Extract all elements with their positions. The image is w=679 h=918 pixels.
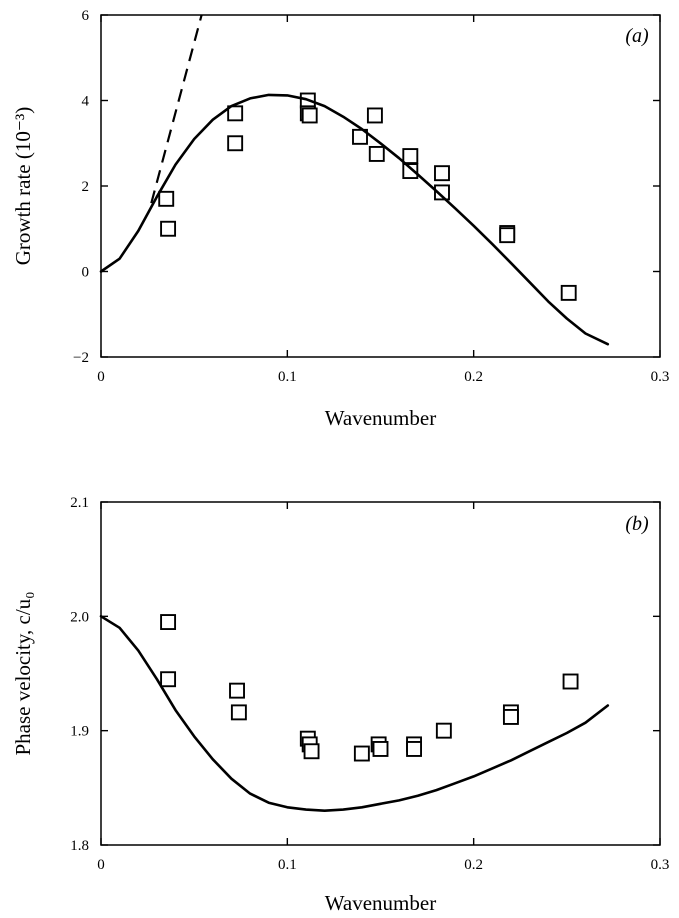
y-tick-label: 1.8 xyxy=(70,838,89,854)
data-point xyxy=(303,743,320,760)
plot-frame xyxy=(100,501,661,846)
y-tick-label: 2.0 xyxy=(70,609,89,625)
data-point xyxy=(499,227,516,244)
data-point xyxy=(227,135,244,152)
data-point xyxy=(372,741,389,757)
data-point xyxy=(229,682,245,699)
y-tick-label: 6 xyxy=(82,8,90,24)
data-point xyxy=(562,673,579,690)
data-point xyxy=(366,107,383,124)
data-point xyxy=(434,165,450,182)
y-tick-label: 4 xyxy=(82,94,90,110)
panel-b: 0 0.1 0.2 0.3 1.8 1.9 2.0 2.1 Wavenumber Phase ve… xyxy=(11,495,669,915)
data-point xyxy=(402,163,419,179)
x-tick-label: 0 xyxy=(97,857,105,873)
data-point xyxy=(301,107,318,124)
y-tick-label: 1.9 xyxy=(70,724,89,740)
y-tick-label: 2.1 xyxy=(70,495,89,511)
data-point xyxy=(160,220,177,237)
data-point xyxy=(352,128,368,145)
x-tick-label: 0.3 xyxy=(651,369,670,385)
x-tick-label: 0.2 xyxy=(464,369,483,385)
data-point xyxy=(160,614,177,630)
data-point xyxy=(406,741,422,757)
y-axis-label: Phase velocity, c/u₀ xyxy=(11,591,35,755)
theory-curve xyxy=(99,93,610,346)
data-point xyxy=(435,722,452,739)
x-tick-label: 0 xyxy=(97,369,105,385)
x-tick-label: 0.1 xyxy=(278,369,297,385)
theory-curve xyxy=(99,615,610,812)
data-point xyxy=(560,284,577,301)
panel-a: 0 0.1 0.2 0.3 −2 0 2 4 6 Wavenumber Growth rate (1… xyxy=(11,8,669,430)
x-axis-label: Wavenumber xyxy=(325,891,436,915)
data-point xyxy=(160,671,177,688)
panel-label: (a) xyxy=(625,25,649,47)
data-point xyxy=(434,184,450,201)
data-point xyxy=(353,745,370,762)
x-axis-label: Wavenumber xyxy=(325,406,436,430)
y-tick-label: 2 xyxy=(82,179,90,195)
panel-label: (b) xyxy=(625,513,649,535)
data-point xyxy=(402,148,419,165)
data-point xyxy=(158,190,175,207)
y-tick-label: 0 xyxy=(82,265,90,281)
x-tick-label: 0.3 xyxy=(651,857,670,873)
x-tick-label: 0.1 xyxy=(278,857,297,873)
data-point xyxy=(368,145,385,162)
y-axis-label: Growth rate (10⁻³) xyxy=(11,107,35,266)
data-point xyxy=(230,704,247,721)
y-tick-label: −2 xyxy=(73,350,89,366)
data-point xyxy=(227,105,244,122)
dashed-asymptote-line xyxy=(150,14,203,204)
data-point xyxy=(502,708,519,725)
x-tick-label: 0.2 xyxy=(464,857,483,873)
plot-frame xyxy=(100,14,661,358)
